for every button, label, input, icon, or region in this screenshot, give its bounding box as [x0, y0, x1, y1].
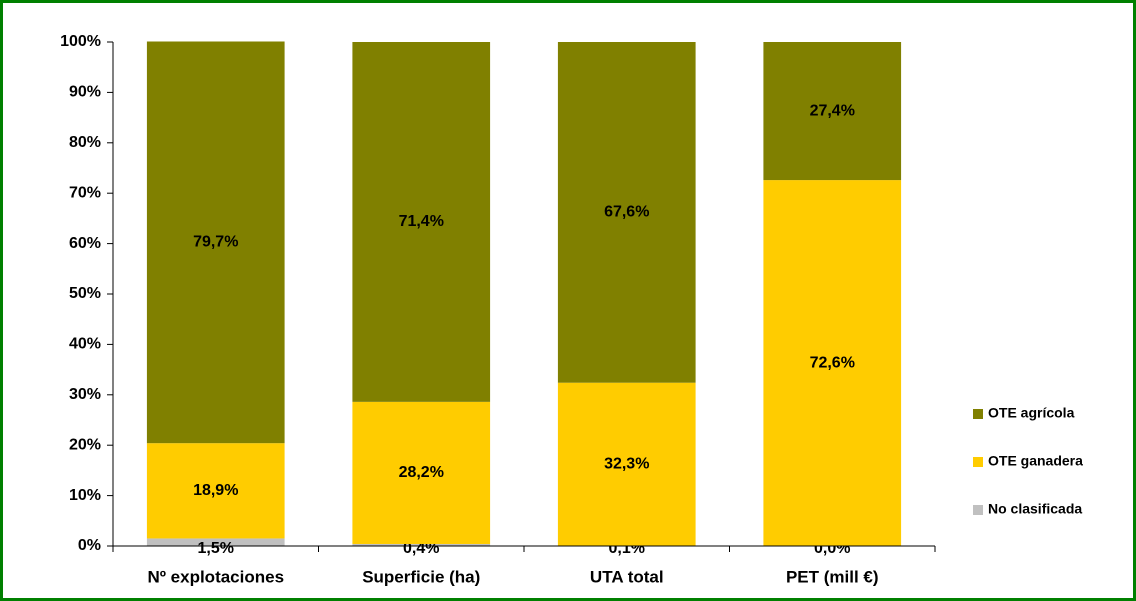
legend-swatch [973, 505, 983, 515]
x-tick-label: Nº explotaciones [147, 567, 284, 586]
y-tick-label: 30% [69, 386, 101, 403]
bar-segment [557, 42, 696, 383]
bar-segment [146, 443, 285, 539]
bar-segment [352, 42, 491, 402]
value-label: 71,4% [399, 213, 444, 230]
value-label: 1,5% [198, 540, 234, 557]
value-label: 28,2% [399, 464, 444, 481]
value-label: 79,7% [193, 234, 238, 251]
value-label: 67,6% [604, 204, 649, 221]
x-tick-label: PET (mill €) [786, 567, 879, 586]
legend-label: No clasificada [988, 501, 1082, 517]
y-tick-label: 20% [69, 436, 101, 453]
legend-swatch [973, 457, 983, 467]
y-tick-label: 60% [69, 235, 101, 252]
y-tick-label: 0% [78, 537, 101, 554]
bar-segment [352, 543, 491, 546]
bar-segment [763, 42, 902, 181]
value-label: 27,4% [810, 102, 855, 119]
y-tick-label: 50% [69, 285, 101, 302]
bar-segment [557, 382, 696, 546]
bar-segment [146, 538, 285, 546]
bar-segment [352, 401, 491, 544]
bar-segment [146, 41, 285, 444]
legend-label: OTE ganadera [988, 453, 1083, 469]
bar-segment [763, 180, 902, 546]
legend-label: OTE agrícola [988, 405, 1075, 421]
y-tick-label: 70% [69, 184, 101, 201]
y-tick-label: 80% [69, 134, 101, 151]
legend-swatch [973, 409, 983, 419]
x-tick-label: UTA total [590, 567, 664, 586]
y-tick-label: 100% [60, 33, 101, 50]
value-label: 32,3% [604, 455, 649, 472]
x-tick-label: Superficie (ha) [362, 567, 480, 586]
value-label: 72,6% [810, 354, 855, 371]
value-label: 0,4% [403, 540, 439, 557]
y-tick-label: 40% [69, 336, 101, 353]
y-tick-label: 10% [69, 487, 101, 504]
value-label: 18,9% [193, 482, 238, 499]
y-tick-label: 90% [69, 84, 101, 101]
